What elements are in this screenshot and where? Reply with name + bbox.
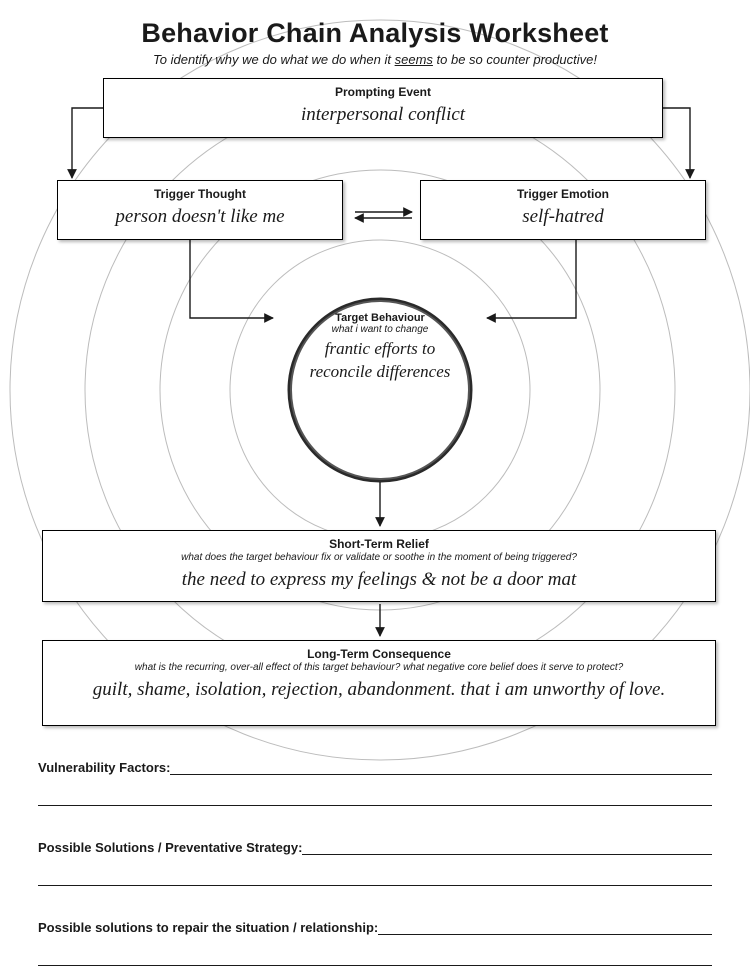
prompt-vulnerability-factors: Vulnerability Factors:: [38, 752, 712, 806]
subtitle-part-a: To identify why we do what we do when it: [153, 52, 395, 67]
arrow-prompting-to-thought: [72, 108, 103, 178]
node-value: frantic efforts to reconcile differences: [298, 338, 462, 384]
prompt-label: Vulnerability Factors:: [38, 760, 170, 775]
arrow-thought-to-target: [190, 240, 273, 318]
node-sublabel: what does the target behaviour fix or va…: [49, 552, 709, 564]
node-label: Trigger Thought: [64, 187, 336, 201]
node-label: Short-Term Relief: [49, 537, 709, 551]
arrow-prompting-to-emotion: [663, 108, 690, 178]
write-line[interactable]: [302, 832, 712, 855]
write-line[interactable]: [378, 912, 712, 935]
node-label: Long-Term Consequence: [49, 647, 709, 661]
prompt-label: Possible Solutions / Preventative Strate…: [38, 840, 302, 855]
page-subtitle: To identify why we do what we do when it…: [0, 52, 750, 67]
subtitle-em: seems: [395, 52, 433, 67]
node-trigger-thought: Trigger Thought person doesn't like me: [57, 180, 343, 240]
write-line[interactable]: [38, 863, 712, 886]
node-value: person doesn't like me: [64, 204, 336, 230]
subtitle-part-b: to be so counter productive!: [433, 52, 597, 67]
page-title: Behavior Chain Analysis Worksheet: [0, 18, 750, 49]
worksheet-page: Behavior Chain Analysis Worksheet To ide…: [0, 0, 750, 970]
node-short-term-relief: Short-Term Relief what does the target b…: [42, 530, 716, 602]
node-value: self-hatred: [427, 204, 699, 230]
write-line[interactable]: [38, 783, 712, 806]
node-trigger-emotion: Trigger Emotion self-hatred: [420, 180, 706, 240]
prompt-repair-relationship: Possible solutions to repair the situati…: [38, 912, 712, 966]
node-label: Target Behaviour: [298, 312, 462, 324]
prompt-possible-solutions: Possible Solutions / Preventative Strate…: [38, 832, 712, 886]
node-long-term-consequence: Long-Term Consequence what is the recurr…: [42, 640, 716, 726]
node-sublabel: what i want to change: [298, 324, 462, 335]
node-value: the need to express my feelings & not be…: [49, 567, 709, 593]
write-line[interactable]: [170, 752, 712, 775]
node-target-behaviour: Target Behaviour what i want to change f…: [298, 312, 462, 384]
node-sublabel: what is the recurring, over-all effect o…: [49, 662, 709, 674]
arrow-emotion-to-target: [487, 240, 576, 318]
node-value: guilt, shame, isolation, rejection, aban…: [49, 677, 709, 703]
diagram-canvas: [0, 0, 750, 970]
write-line[interactable]: [38, 943, 712, 966]
node-prompting-event: Prompting Event interpersonal conflict: [103, 78, 663, 138]
prompt-label: Possible solutions to repair the situati…: [38, 920, 378, 935]
node-value: interpersonal conflict: [110, 102, 656, 128]
node-label: Trigger Emotion: [427, 187, 699, 201]
node-label: Prompting Event: [110, 85, 656, 99]
